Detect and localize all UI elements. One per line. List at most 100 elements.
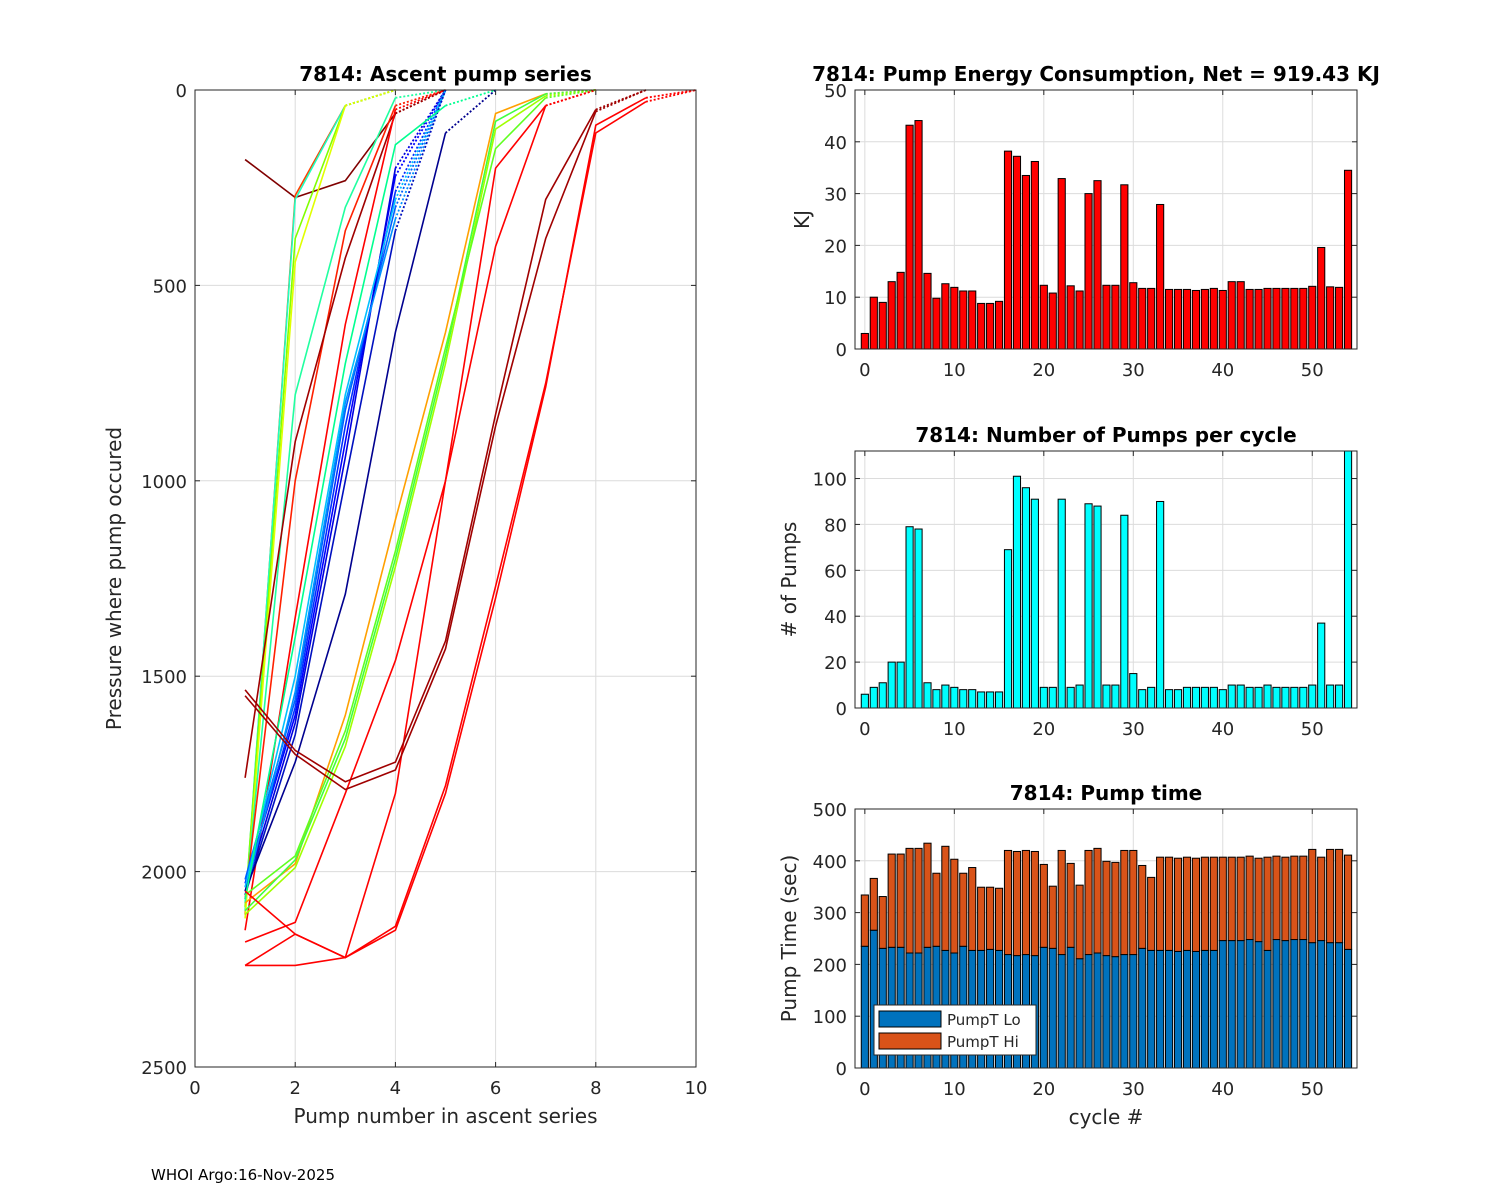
bar-pumpt-lo — [1120, 954, 1129, 1069]
bar-pumpt-hi — [1165, 856, 1174, 951]
series-surface-segment — [394, 89, 447, 231]
bar — [977, 302, 986, 350]
bar-pumpt-hi — [1281, 856, 1290, 942]
series-line — [244, 199, 397, 888]
x-tick-label: 4 — [390, 1078, 401, 1099]
bar — [950, 286, 959, 350]
bar — [1093, 180, 1102, 350]
bar-pumpt-lo — [1343, 948, 1353, 1069]
series-surface-segment — [395, 89, 446, 111]
bar-pumpt-hi — [941, 845, 950, 951]
bar — [1156, 500, 1165, 709]
y-tick-label: 60 — [824, 561, 847, 582]
bar — [860, 332, 869, 350]
bar — [1003, 549, 1013, 709]
x-tick-label: 40 — [1211, 360, 1234, 381]
bar — [878, 301, 887, 350]
series-surface-segment — [394, 89, 447, 193]
legend-label: PumpT Lo — [947, 1011, 1021, 1029]
bar-pumpt-hi — [1084, 849, 1093, 956]
bar — [878, 682, 887, 709]
y-axis-label: Pump Time (sec) — [777, 855, 801, 1023]
x-tick-label: 20 — [1032, 360, 1055, 381]
bar — [1039, 284, 1048, 350]
bar — [1299, 686, 1308, 709]
x-tick-label: 0 — [859, 719, 870, 740]
y-tick-label: 2000 — [141, 863, 187, 884]
bar — [1120, 184, 1129, 350]
bar — [1308, 684, 1317, 709]
bar — [869, 686, 878, 709]
x-tick-label: 10 — [943, 1079, 966, 1100]
x-tick-label: 10 — [943, 360, 966, 381]
bar-pumpt-hi — [1173, 857, 1183, 952]
bar-pumpt-hi — [1218, 856, 1227, 942]
bar-pumpt-hi — [1093, 847, 1102, 954]
series-line — [244, 105, 397, 900]
x-tick-label: 10 — [943, 719, 966, 740]
bar — [1227, 281, 1236, 350]
y-tick-label: 500 — [813, 800, 847, 821]
bar — [1111, 284, 1120, 350]
chart-title: 7814: Number of Pumps per cycle — [915, 423, 1296, 447]
bar — [1039, 686, 1048, 709]
series-surface-segment — [444, 89, 497, 134]
series-line — [244, 93, 547, 912]
bar-pumpt-hi — [1272, 855, 1281, 941]
y-tick-label: 400 — [813, 852, 847, 873]
bar-pumpt-hi — [1209, 856, 1218, 951]
bar-pumpt-hi — [1236, 856, 1245, 942]
bar — [1299, 287, 1308, 350]
bar-pumpt-lo — [1057, 954, 1066, 1069]
y-axis-label: Pressure where pump occured — [102, 427, 126, 730]
y-tick-label: 0 — [836, 699, 847, 720]
footer-credit: WHOI Argo:16-Nov-2025 — [151, 1166, 335, 1184]
bar-pumpt-lo — [1084, 954, 1093, 1069]
plot-area — [855, 451, 1357, 708]
y-tick-label: 0 — [176, 81, 187, 102]
bar-pumpt-hi — [959, 872, 968, 947]
x-tick-label: 20 — [1032, 1079, 1055, 1100]
bar-pumpt-hi — [950, 858, 959, 954]
series-line — [244, 113, 397, 778]
bar — [1335, 286, 1344, 350]
bar — [1012, 475, 1022, 709]
bar — [1281, 686, 1290, 709]
series-surface-segment — [394, 89, 447, 208]
bar-pumpt-lo — [1299, 939, 1308, 1069]
x-tick-label: 6 — [490, 1078, 501, 1099]
bar — [968, 290, 977, 350]
bar-pumpt-lo — [1200, 949, 1209, 1069]
bar-pumpt-hi — [968, 867, 977, 951]
series-line — [244, 105, 347, 907]
bar — [1030, 498, 1039, 709]
bar-pumpt-hi — [1003, 849, 1013, 956]
y-tick-label: 50 — [824, 81, 847, 102]
bar-pumpt-lo — [1281, 940, 1290, 1069]
bar — [1317, 622, 1326, 709]
bar-pumpt-hi — [1182, 856, 1192, 951]
bar-pumpt-hi — [1191, 857, 1201, 952]
bar-pumpt-hi — [1120, 849, 1129, 956]
bar-pumpt-hi — [932, 872, 941, 947]
bar-pumpt-lo — [1138, 947, 1147, 1069]
bar-pumpt-hi — [914, 847, 923, 954]
bar-pumpt-hi — [1111, 861, 1120, 958]
bar-pumpt-hi — [1066, 862, 1075, 948]
bar-pumpt-hi — [1263, 856, 1272, 951]
series-surface-segment — [395, 89, 446, 107]
series-surface-segment — [394, 89, 447, 200]
y-tick-label: 0 — [836, 340, 847, 361]
bar-pumpt-hi — [887, 853, 896, 948]
bar — [905, 124, 914, 350]
y-tick-label: 0 — [836, 1059, 847, 1080]
bar-pumpt-hi — [1048, 885, 1057, 949]
bar-pumpt-hi — [986, 886, 995, 950]
bar-pumpt-hi — [878, 896, 887, 949]
bar — [1326, 286, 1335, 350]
x-tick-label: 0 — [859, 360, 870, 381]
bar-pumpt-lo — [1147, 949, 1156, 1069]
bar — [1165, 288, 1174, 350]
bar-pumpt-hi — [994, 887, 1004, 951]
